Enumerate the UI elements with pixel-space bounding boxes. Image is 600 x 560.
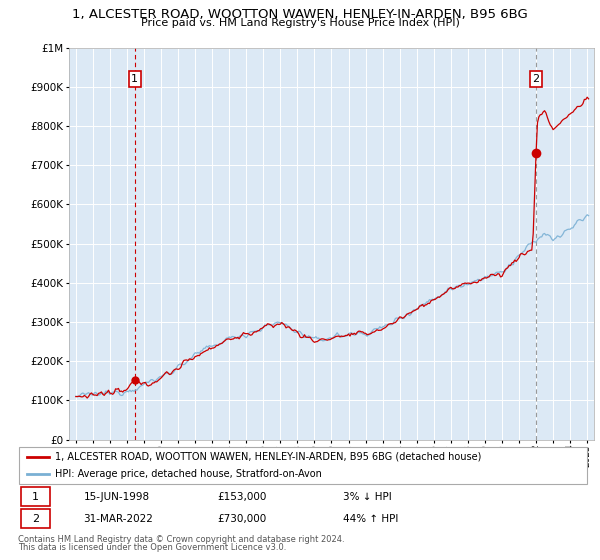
Text: £730,000: £730,000	[218, 514, 267, 524]
Text: 31-MAR-2022: 31-MAR-2022	[83, 514, 154, 524]
Text: 1, ALCESTER ROAD, WOOTTON WAWEN, HENLEY-IN-ARDEN, B95 6BG: 1, ALCESTER ROAD, WOOTTON WAWEN, HENLEY-…	[72, 8, 528, 21]
Text: Price paid vs. HM Land Registry's House Price Index (HPI): Price paid vs. HM Land Registry's House …	[140, 18, 460, 29]
Text: 2: 2	[32, 514, 39, 524]
Text: 2: 2	[532, 74, 539, 84]
Text: £153,000: £153,000	[218, 492, 267, 502]
Text: This data is licensed under the Open Government Licence v3.0.: This data is licensed under the Open Gov…	[18, 543, 286, 552]
Text: 1, ALCESTER ROAD, WOOTTON WAWEN, HENLEY-IN-ARDEN, B95 6BG (detached house): 1, ALCESTER ROAD, WOOTTON WAWEN, HENLEY-…	[55, 451, 481, 461]
Text: 1: 1	[131, 74, 138, 84]
Text: Contains HM Land Registry data © Crown copyright and database right 2024.: Contains HM Land Registry data © Crown c…	[18, 535, 344, 544]
Text: 15-JUN-1998: 15-JUN-1998	[83, 492, 149, 502]
FancyBboxPatch shape	[21, 510, 50, 528]
FancyBboxPatch shape	[21, 487, 50, 506]
Text: 3% ↓ HPI: 3% ↓ HPI	[343, 492, 392, 502]
Text: 44% ↑ HPI: 44% ↑ HPI	[343, 514, 398, 524]
Text: 1: 1	[32, 492, 39, 502]
Text: HPI: Average price, detached house, Stratford-on-Avon: HPI: Average price, detached house, Stra…	[55, 469, 322, 479]
FancyBboxPatch shape	[19, 447, 587, 484]
